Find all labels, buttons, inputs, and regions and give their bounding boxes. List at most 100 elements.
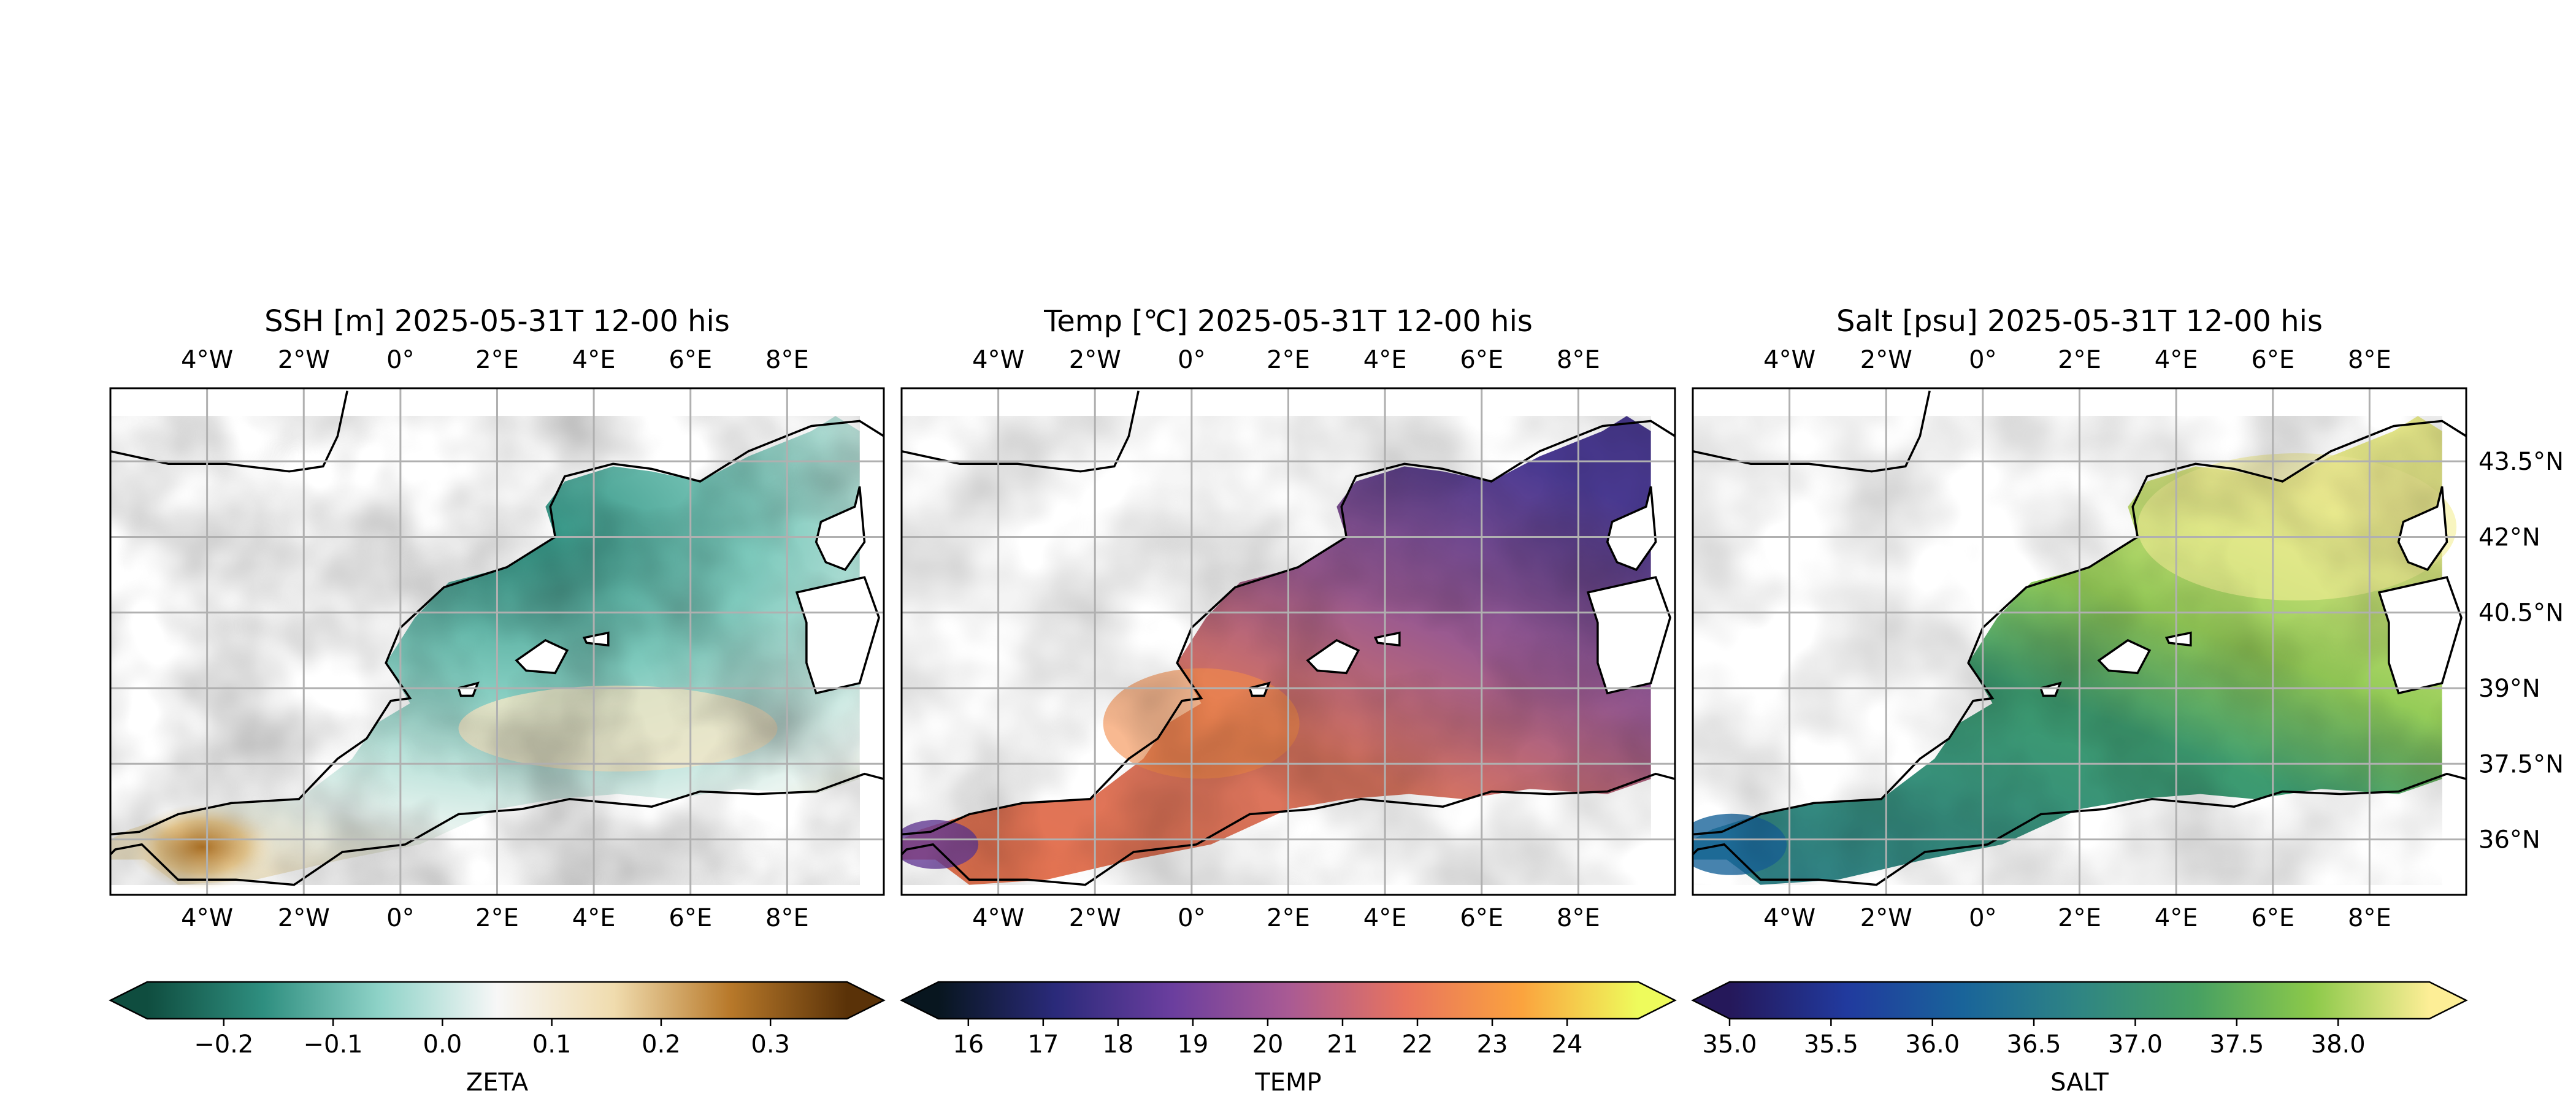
lon-tick-label: 2°W <box>1860 346 1912 374</box>
field-texture <box>110 416 860 885</box>
lon-tick-label: 2°W <box>278 346 330 374</box>
lon-tick-label: 0° <box>386 904 414 932</box>
coastline <box>1693 772 2466 886</box>
colorbar-tick-label: 18 <box>1102 1030 1133 1059</box>
map-panel-1: SSH [m] 2025-05-31T 12-00 his 4°W 4°W 2°W 2°… <box>109 304 885 932</box>
lon-tick-label: 6°E <box>1460 904 1503 932</box>
lon-tick-label: 8°E <box>2348 346 2391 374</box>
coastline <box>110 772 884 886</box>
lon-tick-label: 2°E <box>1267 904 1310 932</box>
colorbar-tick-label: 38.0 <box>2311 1030 2366 1059</box>
colorbar-extend-low <box>110 982 147 1019</box>
colorbar-tick-label: 21 <box>1327 1030 1359 1059</box>
lon-tick-label: 4°E <box>1363 346 1407 374</box>
lon-tick-label: 2°W <box>278 904 330 932</box>
coastline <box>902 420 1675 836</box>
panel-title: Salt [psu] 2025-05-31T 12-00 his <box>1836 304 2323 339</box>
colorbar-body <box>938 982 1638 1019</box>
lon-tick-label: 2°E <box>475 904 519 932</box>
lon-tick-label: 2°E <box>2058 346 2101 374</box>
colorbar-salt: 35.0 35.5 36.0 36.5 37.0 37.5 38.0 SALT <box>1691 981 2468 1097</box>
colorbar-tick-label: 22 <box>1402 1030 1433 1059</box>
colorbar-tick-label: −0.1 <box>304 1030 363 1059</box>
lon-tick-label: 8°E <box>765 346 809 374</box>
colorbar-tick-label: 23 <box>1477 1030 1508 1059</box>
colorbar-tick-label: 19 <box>1177 1030 1208 1059</box>
lon-tick-label: 2°W <box>1069 346 1121 374</box>
map-frame <box>109 387 885 896</box>
colorbar-tick-label: 20 <box>1252 1030 1283 1059</box>
colorbar-tick-label: 35.0 <box>1702 1030 1757 1059</box>
island <box>1586 576 1671 695</box>
colorbar-extend-high <box>1638 982 1675 1019</box>
colorbar-tick-label: 36.0 <box>1905 1030 1960 1059</box>
colorbar-body <box>1730 982 2429 1019</box>
colorbar-extend-low <box>902 982 938 1019</box>
lat-tick-label: 40.5°N <box>2478 599 2564 627</box>
field-texture <box>902 416 1651 885</box>
colorbar-tick-label: 16 <box>953 1030 984 1059</box>
colorbar-tick-label: 35.5 <box>1804 1030 1858 1059</box>
lat-tick-label: 39°N <box>2478 675 2540 703</box>
colorbar-label: TEMP <box>1254 1068 1321 1097</box>
lon-tick-label: 4°E <box>572 346 616 374</box>
lon-tick-label: 4°W <box>1763 346 1815 374</box>
island <box>2164 631 2192 647</box>
lon-tick-label: 8°E <box>765 904 809 932</box>
lat-tick-label: 42°N <box>2478 523 2540 551</box>
panel-title: SSH [m] 2025-05-31T 12-00 his <box>264 304 730 339</box>
lon-tick-label: 4°W <box>1763 904 1815 932</box>
coastline <box>110 390 348 473</box>
lon-tick-label: 4°W <box>181 904 233 932</box>
lon-tick-label: 0° <box>1969 346 1996 374</box>
colorbar-body <box>147 982 847 1019</box>
colorbar-label: SALT <box>2050 1068 2109 1097</box>
colorbar-label: ZETA <box>466 1068 529 1097</box>
lon-tick-label: 6°E <box>2251 346 2294 374</box>
lon-tick-label: 4°W <box>972 346 1024 374</box>
lon-tick-label: 6°E <box>1460 346 1503 374</box>
colorbar-tick-label: −0.2 <box>194 1030 253 1059</box>
island <box>1606 486 1657 572</box>
lon-tick-label: 0° <box>1969 904 1996 932</box>
island <box>2097 638 2152 675</box>
lon-tick-label: 6°E <box>669 904 712 932</box>
lon-tick-label: 4°E <box>1363 904 1407 932</box>
island <box>1306 638 1360 675</box>
lon-tick-label: 4°E <box>2155 904 2198 932</box>
lon-tick-label: 2°W <box>1069 904 1121 932</box>
field-texture <box>1693 416 2442 885</box>
lon-tick-label: 6°E <box>669 346 712 374</box>
colorbar-tick-label: 36.5 <box>2007 1030 2061 1059</box>
island <box>2397 486 2448 572</box>
lon-tick-label: 2°E <box>475 346 519 374</box>
island <box>1373 631 1401 647</box>
lon-tick-label: 8°E <box>1557 904 1600 932</box>
lon-tick-label: 6°E <box>2251 904 2294 932</box>
colorbar-tick-label: 0.2 <box>642 1030 681 1059</box>
island <box>1248 681 1271 697</box>
map-panel-3: Salt [psu] 2025-05-31T 12-00 his 4°W 4°W 2°… <box>1692 304 2564 932</box>
map-frame <box>1692 387 2467 896</box>
colorbar-outline <box>900 981 1677 1020</box>
colorbar-zeta: −0.2 −0.1 0.0 0.1 0.2 0.3 ZETA <box>109 981 886 1097</box>
lon-tick-label: 4°E <box>572 904 616 932</box>
island <box>457 681 480 697</box>
colorbar-tick-label: 0.0 <box>423 1030 462 1059</box>
lat-tick-label: 43.5°N <box>2478 448 2564 476</box>
coastline <box>1693 420 2466 836</box>
colorbar-extend-high <box>847 982 884 1019</box>
island <box>2377 576 2463 695</box>
lon-tick-label: 0° <box>386 346 414 374</box>
colorbar-extend-low <box>1693 982 1730 1019</box>
island <box>2039 681 2062 697</box>
map-frame <box>900 387 1676 896</box>
colorbar-tick-label: 37.5 <box>2209 1030 2264 1059</box>
colorbar-extend-high <box>2429 982 2466 1019</box>
colorbar-tick-label: 17 <box>1027 1030 1059 1059</box>
lat-tick-label: 37.5°N <box>2478 750 2564 778</box>
island <box>795 576 880 695</box>
coastline <box>1693 390 1931 473</box>
lon-tick-label: 4°E <box>2155 346 2198 374</box>
